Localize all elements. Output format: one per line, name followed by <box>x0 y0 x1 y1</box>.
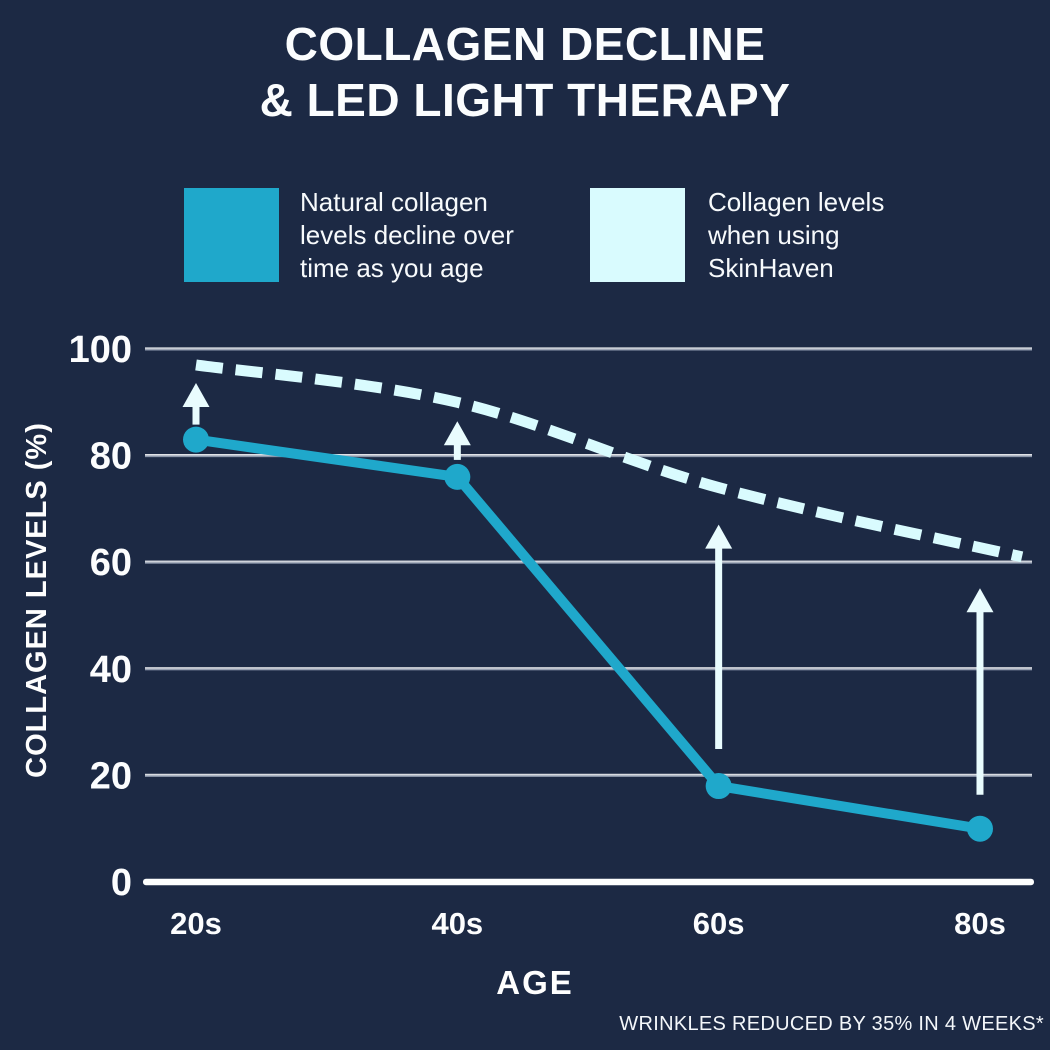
y-tick-label: 20 <box>90 755 132 797</box>
legend-natural-line2: levels decline over <box>300 220 514 250</box>
gridline <box>145 454 1032 458</box>
y-tick-label: 0 <box>111 862 132 904</box>
title-line-1: COLLAGEN DECLINE <box>284 18 766 70</box>
data-point <box>705 773 732 800</box>
axis-ticks: 0 20 40 60 80 100 20s 40s 60s 80s <box>69 329 1006 941</box>
gridline <box>145 773 1032 777</box>
legend-swatch-natural <box>184 188 279 282</box>
gridline <box>145 667 1032 671</box>
skinhaven-dashed-line <box>195 359 1024 563</box>
natural-collagen-line <box>191 434 985 834</box>
gridline <box>145 560 1032 564</box>
up-arrow-head <box>966 588 994 613</box>
footnote: WRINKLES REDUCED BY 35% IN 4 WEEKS* <box>619 1013 1044 1035</box>
up-arrow <box>443 421 471 460</box>
x-tick-label: 60s <box>693 906 745 941</box>
page-title: COLLAGEN DECLINE & LED LIGHT THERAPY <box>0 16 1050 128</box>
y-axis-label: COLLAGEN LEVELS (%) <box>21 422 53 778</box>
up-arrow-head <box>705 524 733 549</box>
y-tick-label: 60 <box>90 542 132 584</box>
data-point <box>183 426 209 453</box>
x-axis-label: AGE <box>496 964 574 1001</box>
data-point <box>444 463 471 490</box>
up-arrow-head <box>182 382 210 407</box>
x-axis-baseline <box>143 878 1034 886</box>
x-tick-label: 80s <box>954 906 1006 941</box>
up-arrow <box>966 588 994 795</box>
x-tick-label: 40s <box>431 906 483 941</box>
legend-skinhaven-line1: Collagen levels <box>708 187 885 217</box>
gridlines <box>143 347 1034 886</box>
legend-skinhaven-line2: when using <box>708 220 840 250</box>
x-tick-label: 20s <box>170 906 222 941</box>
improvement-arrows <box>182 382 994 795</box>
y-tick-label: 100 <box>69 329 132 371</box>
data-point <box>966 815 993 842</box>
legend-label-skinhaven: Collagen levels when using SkinHaven <box>708 186 938 285</box>
up-arrow <box>705 524 733 750</box>
up-arrow-head <box>443 421 471 446</box>
gridline <box>145 347 1032 351</box>
legend-swatch-skinhaven <box>590 188 685 282</box>
legend-natural-line1: Natural collagen <box>300 187 488 217</box>
legend-skinhaven-line3: SkinHaven <box>708 253 834 283</box>
title-line-2: & LED LIGHT THERAPY <box>259 74 791 127</box>
up-arrow <box>182 382 210 425</box>
legend-natural-line3: time as you age <box>300 253 484 283</box>
series <box>183 359 1024 842</box>
legend-label-natural: Natural collagen levels decline over tim… <box>300 186 550 285</box>
y-tick-label: 80 <box>90 436 132 478</box>
y-tick-label: 40 <box>90 649 132 691</box>
